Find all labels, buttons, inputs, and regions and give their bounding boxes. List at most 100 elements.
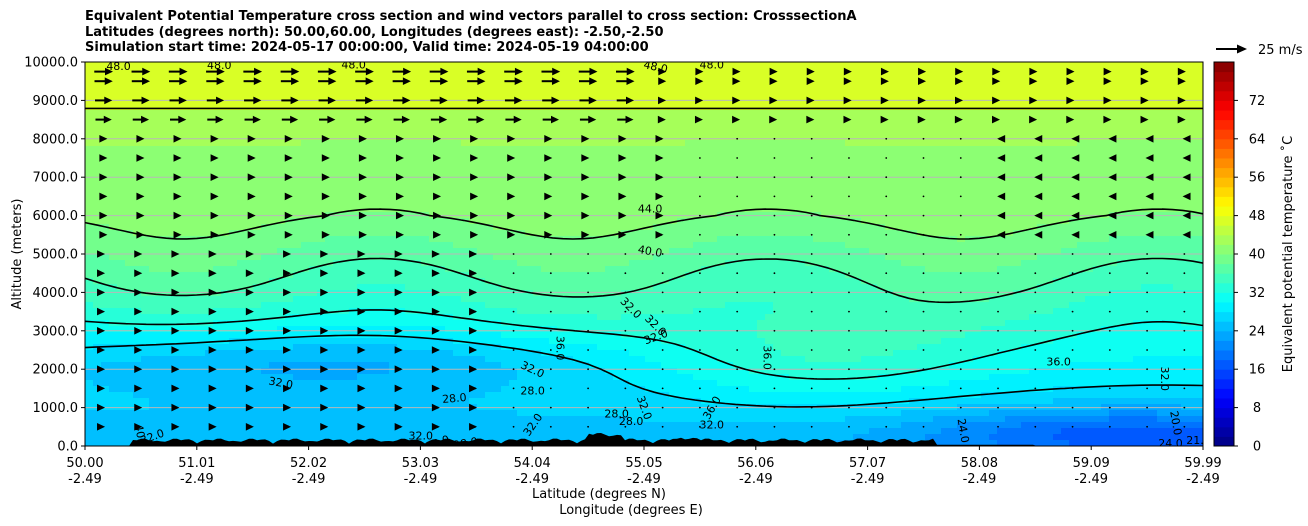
field-cell: [1037, 164, 1046, 171]
field-cell: [405, 254, 414, 261]
field-cell: [933, 134, 942, 141]
field-cell: [93, 194, 102, 201]
field-cell: [461, 248, 470, 255]
field-cell: [453, 206, 462, 213]
field-cell: [933, 206, 942, 213]
field-cell: [437, 134, 446, 141]
field-cell: [285, 146, 294, 153]
field-cell: [405, 164, 414, 171]
field-cell: [149, 152, 158, 159]
field-cell: [1053, 140, 1062, 147]
field-cell: [277, 188, 286, 195]
field-cell: [1029, 146, 1038, 153]
field-cell: [925, 266, 934, 273]
field-cell: [341, 248, 350, 255]
field-cell: [397, 272, 406, 279]
field-cell: [637, 218, 646, 225]
field-cell: [213, 140, 222, 147]
field-cell: [613, 152, 622, 159]
field-cell: [461, 128, 470, 135]
field-cell: [1085, 200, 1094, 207]
field-cell: [853, 80, 862, 87]
field-cell: [253, 110, 262, 117]
field-cell: [525, 146, 534, 153]
field-cell: [869, 200, 878, 207]
field-cell: [1101, 128, 1110, 135]
field-cell: [373, 140, 382, 147]
field-cell: [421, 92, 430, 99]
field-cell: [1181, 68, 1190, 75]
field-cell: [885, 110, 894, 117]
field-cell: [573, 128, 582, 135]
field-cell: [173, 176, 182, 183]
field-cell: [837, 224, 846, 231]
field-cell: [357, 266, 366, 273]
field-cell: [685, 158, 694, 165]
field-cell: [421, 176, 430, 183]
field-cell: [501, 218, 510, 225]
field-cell: [1133, 104, 1142, 111]
field-cell: [1125, 176, 1134, 183]
field-cell: [1037, 122, 1046, 129]
field-cell: [597, 248, 606, 255]
field-cell: [181, 62, 190, 69]
field-cell: [269, 248, 278, 255]
field-cell: [1029, 152, 1038, 159]
field-cell: [237, 200, 246, 207]
field-cell: [693, 176, 702, 183]
field-cell: [629, 182, 638, 189]
field-cell: [757, 248, 766, 255]
field-cell: [765, 104, 774, 111]
field-cell: [573, 194, 582, 201]
field-cell: [789, 254, 798, 261]
field-cell: [925, 74, 934, 81]
field-cell: [805, 224, 814, 231]
field-cell: [493, 182, 502, 189]
field-cell: [957, 194, 966, 201]
field-cell: [317, 74, 326, 81]
field-cell: [389, 158, 398, 165]
field-cell: [1045, 236, 1054, 243]
field-cell: [141, 254, 150, 261]
field-cell: [989, 110, 998, 117]
field-cell: [165, 266, 174, 273]
field-cell: [277, 146, 286, 153]
field-cell: [1197, 254, 1203, 261]
field-cell: [621, 182, 630, 189]
field-cell: [1197, 248, 1203, 255]
field-cell: [1005, 134, 1014, 141]
field-cell: [397, 140, 406, 147]
field-cell: [341, 134, 350, 141]
field-cell: [557, 224, 566, 231]
field-cell: [1117, 194, 1126, 201]
field-cell: [1021, 242, 1030, 249]
field-cell: [421, 272, 430, 279]
field-cell: [1197, 74, 1203, 81]
field-cell: [965, 98, 974, 105]
field-cell: [277, 206, 286, 213]
field-cell: [461, 176, 470, 183]
field-cell: [1149, 62, 1158, 69]
field-cell: [445, 194, 454, 201]
field-cell: [445, 152, 454, 159]
field-cell: [101, 170, 110, 177]
field-cell: [1013, 74, 1022, 81]
field-cell: [101, 182, 110, 189]
field-cell: [1125, 230, 1134, 237]
field-cell: [477, 182, 486, 189]
field-cell: [381, 176, 390, 183]
field-cell: [357, 248, 366, 255]
field-cell: [1189, 242, 1198, 249]
field-cell: [901, 110, 910, 117]
field-cell: [1181, 146, 1190, 153]
field-cell: [893, 98, 902, 105]
field-cell: [645, 188, 654, 195]
field-cell: [573, 134, 582, 141]
field-cell: [1029, 110, 1038, 117]
field-cell: [1149, 116, 1158, 123]
field-cell: [629, 176, 638, 183]
field-cell: [461, 104, 470, 111]
field-cell: [613, 128, 622, 135]
field-cell: [533, 152, 542, 159]
field-cell: [237, 164, 246, 171]
